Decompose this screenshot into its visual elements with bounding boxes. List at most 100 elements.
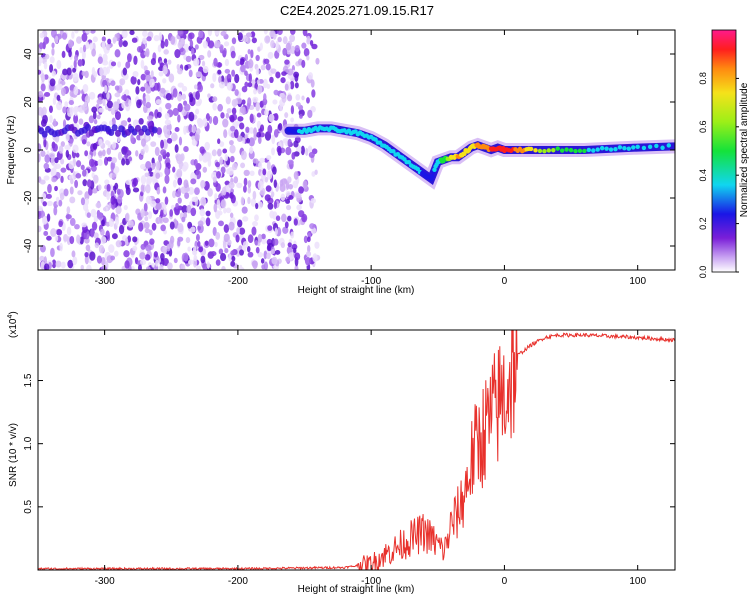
noise-point [65, 214, 72, 220]
noise-point [229, 192, 234, 200]
y-tick-label: -20 [23, 190, 34, 205]
noise-point [64, 101, 69, 108]
noise-point [217, 69, 222, 75]
noise-point [145, 135, 150, 141]
noise-point [197, 83, 204, 93]
noise-point [92, 188, 98, 194]
noise-point [139, 252, 146, 260]
noise-point [138, 222, 144, 232]
noise-point [291, 152, 296, 160]
noise-point [130, 265, 135, 270]
noise-point [91, 221, 98, 231]
noise-point [271, 134, 276, 145]
noise-point [223, 224, 230, 233]
noise-point [51, 259, 57, 269]
x-tick-label: -300 [95, 276, 115, 287]
noise-point [157, 44, 162, 53]
noise-point [218, 220, 224, 227]
noise-point [106, 43, 111, 51]
noise-point [267, 225, 273, 231]
noise-point [48, 152, 56, 159]
noise-point [282, 36, 288, 45]
noise-point [50, 228, 57, 237]
track-point [622, 145, 627, 151]
noise-point [52, 118, 57, 127]
noise-point [273, 200, 277, 210]
noise-point [261, 233, 266, 240]
noise-point [156, 127, 163, 135]
noise-point [106, 191, 111, 201]
noise-point [294, 252, 301, 261]
noise-point [177, 93, 182, 102]
noise-point [54, 185, 58, 192]
noise-point [273, 238, 279, 246]
noise-point [58, 199, 63, 207]
noise-point [201, 60, 206, 67]
noise-point [138, 117, 144, 125]
noise-point [287, 176, 292, 184]
noise-point [302, 30, 308, 37]
noise-point [170, 35, 176, 45]
noise-point [143, 82, 149, 89]
noise-point [100, 257, 106, 266]
x-tick-label: -100 [361, 276, 381, 287]
noise-point [235, 60, 241, 67]
noise-point [267, 124, 273, 134]
noise-point [82, 44, 87, 53]
noise-point [75, 160, 82, 168]
noise-point [198, 153, 203, 162]
track-point [432, 167, 437, 173]
noise-point [128, 99, 132, 107]
noise-point [155, 99, 162, 105]
band-point [84, 123, 91, 131]
noise-point [246, 137, 250, 144]
noise-point [172, 88, 178, 98]
snr-panel: -300 -200 -100 0 100 0.5 1.0 1.5 Height of str… [7, 311, 676, 595]
noise-point [164, 167, 169, 176]
noise-point [110, 80, 116, 87]
noise-point [115, 240, 122, 248]
noise-point [43, 36, 49, 45]
noise-point [177, 177, 183, 186]
snr-x-axis: -300 -200 -100 0 100 [95, 330, 646, 587]
spectrogram-x-axis: -300 -200 -100 0 100 [95, 30, 646, 287]
noise-point [231, 107, 237, 115]
noise-point [183, 252, 189, 262]
noise-point [135, 150, 139, 157]
noise-point [188, 69, 193, 78]
noise-point [145, 195, 152, 205]
noise-point [215, 259, 221, 266]
noise-point [255, 202, 259, 210]
noise-point [111, 233, 118, 240]
noise-point [122, 40, 128, 47]
noise-point [51, 42, 55, 49]
noise-point [274, 227, 278, 236]
noise-point [264, 109, 269, 117]
noise-point [247, 196, 251, 205]
noise-point [103, 85, 108, 94]
noise-point [207, 50, 212, 58]
noise-point [127, 220, 134, 228]
track-point [654, 143, 659, 149]
noise-point [160, 139, 164, 149]
noise-point [54, 157, 59, 164]
snr-xlabel: Height of straight line (km) [298, 584, 415, 595]
noise-point [230, 50, 236, 59]
noise-point [245, 126, 250, 133]
noise-point [194, 44, 199, 50]
noise-point [73, 114, 79, 124]
noise-point [38, 211, 42, 217]
noise-point [308, 151, 315, 158]
noise-point [259, 42, 263, 51]
noise-point [277, 36, 282, 43]
noise-point [166, 243, 171, 252]
noise-point [162, 140, 168, 150]
noise-point [306, 236, 311, 243]
noise-point [77, 190, 83, 196]
noise-point [46, 213, 51, 222]
noise-point [140, 163, 147, 170]
noise-point [187, 246, 191, 252]
noise-point [68, 100, 75, 106]
noise-point [177, 114, 181, 123]
